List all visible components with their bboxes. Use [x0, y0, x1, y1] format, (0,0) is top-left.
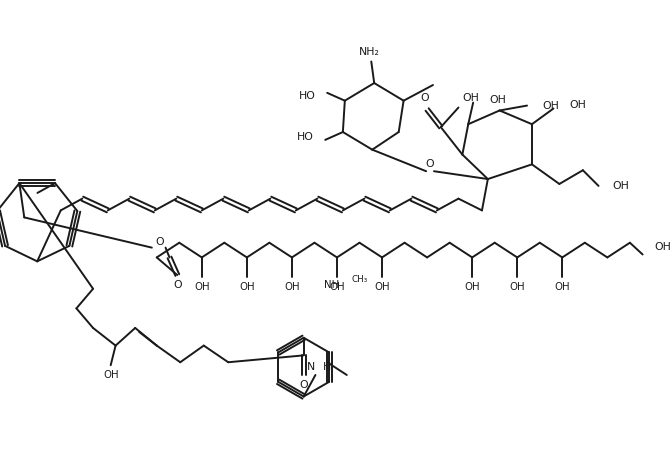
- Text: O: O: [155, 237, 164, 247]
- Text: OH: OH: [375, 282, 390, 292]
- Text: HO: HO: [297, 132, 314, 142]
- Text: OH: OH: [194, 282, 210, 292]
- Text: HO: HO: [299, 91, 316, 101]
- Text: NH₂: NH₂: [359, 47, 380, 57]
- Text: OH: OH: [239, 282, 255, 292]
- Text: OH: OH: [462, 93, 479, 103]
- Text: CH₃: CH₃: [352, 275, 368, 285]
- Text: OH: OH: [612, 181, 629, 191]
- Text: OH: OH: [284, 282, 299, 292]
- Text: OH: OH: [329, 282, 345, 292]
- Text: OH: OH: [509, 282, 525, 292]
- Text: H: H: [323, 362, 332, 372]
- Text: OH: OH: [569, 100, 586, 110]
- Text: N: N: [307, 362, 316, 372]
- Text: OH: OH: [543, 101, 559, 111]
- Text: O: O: [425, 159, 434, 169]
- Text: NH: NH: [324, 280, 340, 290]
- Text: O: O: [421, 93, 429, 103]
- Text: OH: OH: [490, 95, 507, 105]
- Text: OH: OH: [655, 241, 670, 252]
- Text: O: O: [299, 380, 308, 390]
- Text: OH: OH: [103, 370, 119, 380]
- Text: OH: OH: [464, 282, 480, 292]
- Text: O: O: [173, 280, 182, 290]
- Text: OH: OH: [555, 282, 570, 292]
